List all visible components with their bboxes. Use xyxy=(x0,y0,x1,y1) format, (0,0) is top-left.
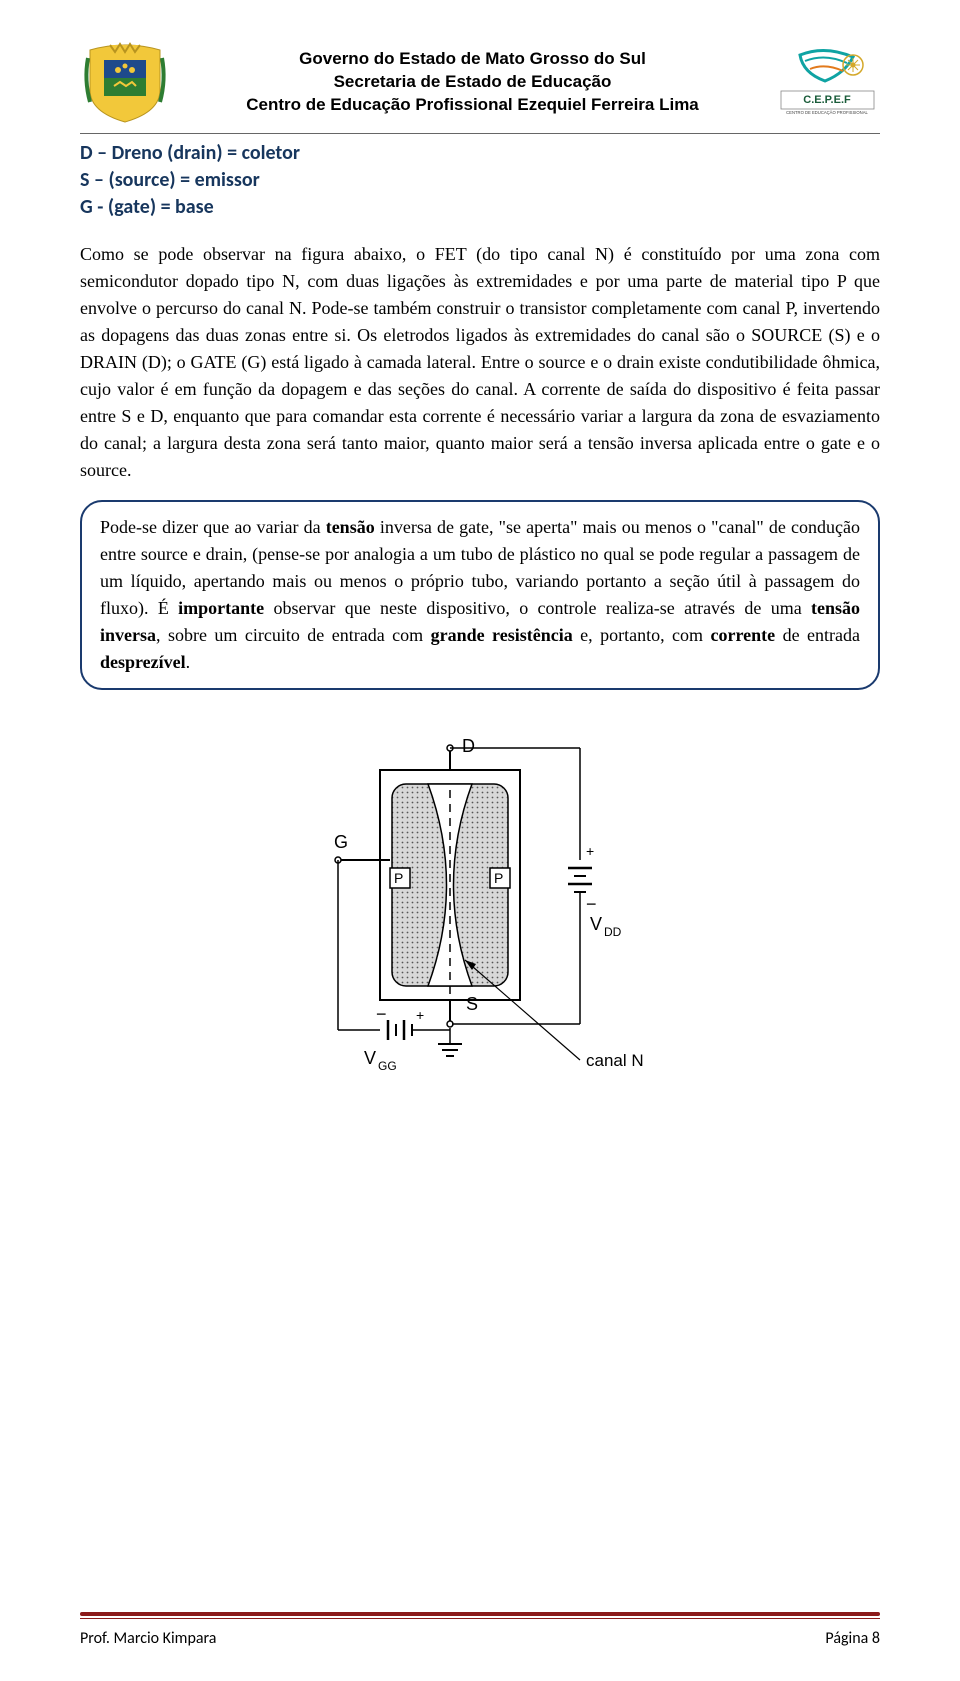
callout-t1: Pode-se dizer que ao variar da xyxy=(100,517,326,537)
callout-b4: grande resistência xyxy=(431,625,573,645)
diagram-plus-vdd: + xyxy=(586,843,594,859)
header-line3: Centro de Educação Profissional Ezequiel… xyxy=(178,94,767,117)
svg-text:C.E.P.E.F: C.E.P.E.F xyxy=(803,94,851,106)
paragraph-1-text: Como se pode observar na figura abaixo, … xyxy=(80,244,880,480)
callout-b2: importante xyxy=(178,598,264,618)
callout-t7: . xyxy=(186,652,191,672)
document-header: Governo do Estado de Mato Grosso do Sul … xyxy=(80,40,880,134)
state-crest-icon xyxy=(80,40,170,125)
callout-t6: de entrada xyxy=(775,625,860,645)
terminal-definitions: D – Dreno (drain) = coletor S – (source)… xyxy=(80,140,880,221)
svg-text:CENTRO DE EDUCAÇÃO PROFISSIONA: CENTRO DE EDUCAÇÃO PROFISSIONAL xyxy=(786,110,868,115)
def-gate: G - (gate) = base xyxy=(80,194,880,221)
diagram-label-D: D xyxy=(462,736,475,756)
diagram-label-G: G xyxy=(334,832,348,852)
callout-t4: , sobre um circuito de entrada com xyxy=(156,625,431,645)
header-line1: Governo do Estado de Mato Grosso do Sul xyxy=(178,48,767,71)
footer-page-number: Página 8 xyxy=(825,1627,880,1651)
def-drain: D – Dreno (drain) = coletor xyxy=(80,140,880,167)
callout-t3: observar que neste dispositivo, o contro… xyxy=(264,598,811,618)
paragraph-1: Como se pode observar na figura abaixo, … xyxy=(80,241,880,484)
diagram-label-canalN: canal N xyxy=(586,1051,644,1070)
diagram-label-VDD: V xyxy=(590,914,602,934)
callout-b6: desprezível xyxy=(100,652,186,672)
page-footer: Prof. Marcio Kimpara Página 8 xyxy=(80,1612,880,1651)
footer-author: Prof. Marcio Kimpara xyxy=(80,1627,216,1651)
footer-rule-thin xyxy=(80,1618,880,1619)
diagram-label-VDD-sub: DD xyxy=(604,925,622,939)
callout-b1: tensão xyxy=(326,517,375,537)
diagram-minus-vgg: − xyxy=(376,1004,387,1024)
diagram-minus-vdd: − xyxy=(586,894,597,914)
fet-diagram: D S G P P + − V DD xyxy=(80,730,880,1098)
callout-b5: corrente xyxy=(711,625,776,645)
diagram-plus-vgg: + xyxy=(416,1007,424,1023)
diagram-label-P-left: P xyxy=(394,870,403,886)
diagram-label-VGG: V xyxy=(364,1048,376,1068)
def-source: S – (source) = emissor xyxy=(80,167,880,194)
footer-rule-thick xyxy=(80,1612,880,1616)
header-line2: Secretaria de Estado de Educação xyxy=(178,71,767,94)
diagram-label-VGG-sub: GG xyxy=(378,1059,397,1073)
diagram-label-S: S xyxy=(466,994,478,1014)
diagram-label-P-right: P xyxy=(494,870,503,886)
cepef-logo-icon: C.E.P.E.F CENTRO DE EDUCAÇÃO PROFISSIONA… xyxy=(775,43,880,123)
callout-box: Pode-se dizer que ao variar da tensão in… xyxy=(80,500,880,690)
callout-t5: e, portanto, com xyxy=(573,625,711,645)
header-title-block: Governo do Estado de Mato Grosso do Sul … xyxy=(170,48,775,117)
